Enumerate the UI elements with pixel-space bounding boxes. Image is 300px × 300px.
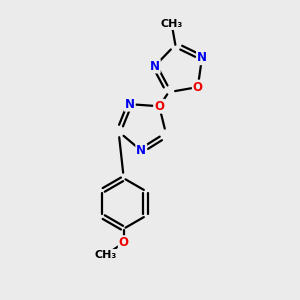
Text: N: N [136,144,146,157]
Text: CH₃: CH₃ [94,250,117,260]
Text: N: N [197,51,207,64]
Text: N: N [125,98,135,111]
Text: O: O [154,100,164,113]
Text: CH₃: CH₃ [160,19,183,29]
Text: O: O [119,236,129,249]
Text: N: N [150,60,160,73]
Text: O: O [193,81,203,94]
